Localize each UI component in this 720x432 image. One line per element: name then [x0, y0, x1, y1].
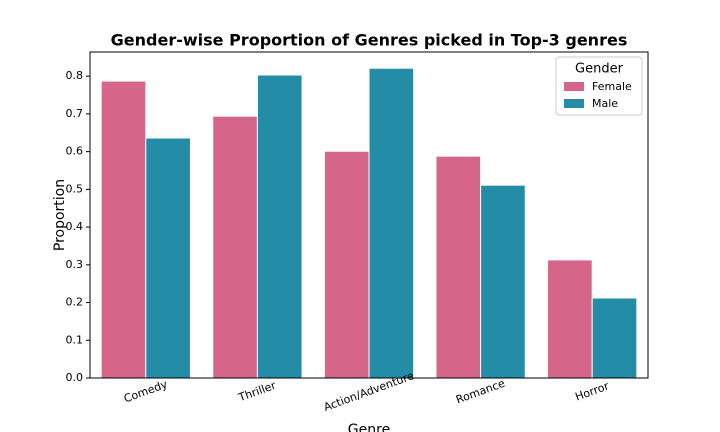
bar	[480, 184, 526, 379]
chart-title: Gender-wise Proportion of Genres picked …	[111, 31, 628, 50]
legend-swatch	[564, 82, 584, 91]
bar	[547, 259, 593, 379]
bar	[323, 150, 370, 379]
y-tick-label: 0.6	[66, 145, 84, 158]
legend-swatch	[564, 99, 584, 108]
x-tick-label: Comedy	[122, 377, 170, 405]
y-tick-label: 0.7	[66, 107, 84, 120]
bar	[145, 137, 191, 379]
y-tick-label: 0.8	[66, 69, 84, 82]
x-tick-label: Romance	[454, 377, 507, 407]
bar	[256, 74, 303, 379]
y-tick-label: 0.2	[66, 296, 84, 309]
legend-label: Female	[592, 80, 632, 93]
y-tick-label: 0.5	[66, 182, 84, 195]
bar	[100, 80, 147, 379]
bar	[435, 155, 482, 379]
x-axis-label: Genre	[348, 422, 390, 432]
y-tick-label: 0.1	[66, 333, 84, 346]
bar	[591, 297, 638, 379]
y-tick-label: 0.4	[66, 220, 84, 233]
plot-frame	[89, 51, 649, 379]
y-tick-label: 0.3	[66, 258, 84, 271]
y-tick-label: 0.0	[66, 371, 84, 384]
legend-title: Gender	[575, 62, 624, 77]
y-axis-label: Proportion	[52, 179, 68, 251]
legend-label: Male	[592, 97, 618, 110]
x-tick-label: Thriller	[236, 379, 278, 405]
x-tick-label: Horror	[573, 379, 611, 403]
bar	[368, 67, 415, 379]
bar	[212, 115, 258, 379]
